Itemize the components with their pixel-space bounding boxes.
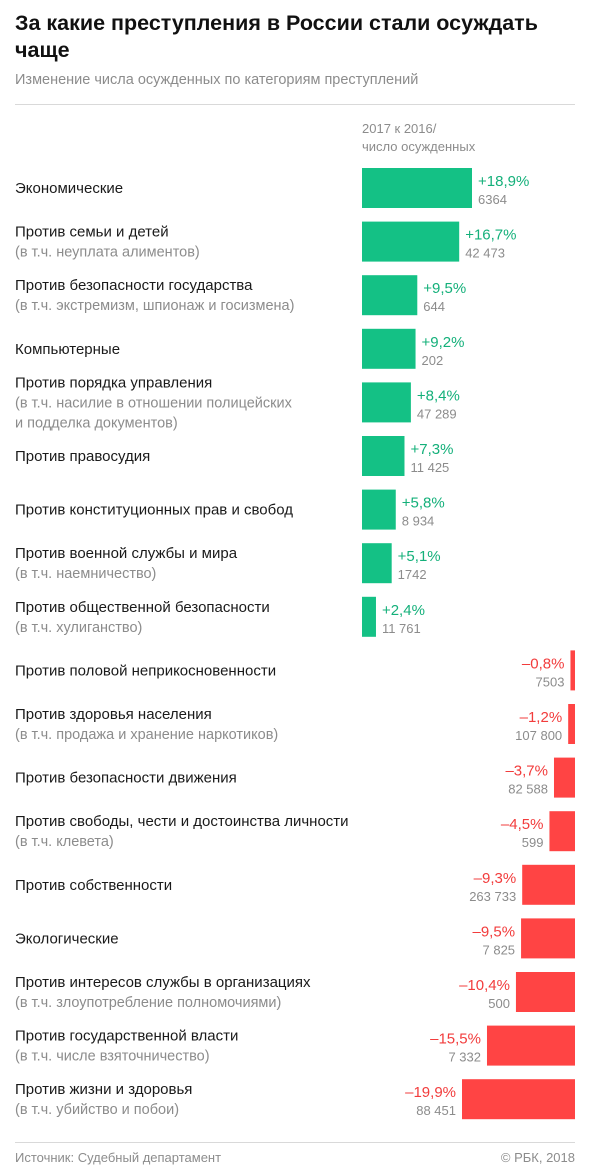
bar <box>522 864 575 905</box>
bar <box>486 1025 575 1066</box>
bar <box>553 757 575 798</box>
category-note: и подделка документов) <box>15 415 178 431</box>
bottom-divider <box>15 1142 575 1143</box>
count-label: 6364 <box>478 192 507 207</box>
bar <box>515 972 575 1012</box>
bar <box>362 275 418 316</box>
count-label: 644 <box>423 299 445 314</box>
count-label: 88 451 <box>416 1103 456 1118</box>
column-header-line2: число осужденных <box>362 139 476 154</box>
category-label: Экономические <box>15 180 123 197</box>
bar <box>362 489 396 530</box>
bar <box>362 596 376 637</box>
change-label: –10,4% <box>459 977 510 994</box>
bar <box>362 168 472 208</box>
category-label: Против конституционных прав и свобод <box>15 502 293 519</box>
change-label: –1,2% <box>520 709 563 726</box>
category-note: (в т.ч. неуплата алиментов) <box>15 245 200 261</box>
category-note: (в т.ч. убийство и побои) <box>15 1102 179 1118</box>
category-label: Против безопасности государства <box>15 277 253 294</box>
category-label: Против правосудия <box>15 448 150 465</box>
category-label: Против военной службы и мира <box>15 545 238 562</box>
change-label: +16,7% <box>465 227 516 244</box>
count-label: 42 473 <box>465 246 505 261</box>
category-label: Против половой неприкосновенности <box>15 662 276 679</box>
category-label: Против здоровья населения <box>15 706 212 723</box>
bar <box>549 811 575 852</box>
bar <box>362 436 405 476</box>
count-label: 599 <box>522 835 544 850</box>
category-note: (в т.ч. насилие в отношении полицейских <box>15 395 293 411</box>
change-label: –19,9% <box>405 1084 456 1101</box>
bar <box>362 221 460 262</box>
count-label: 7 332 <box>448 1050 481 1065</box>
change-label: +5,1% <box>398 548 441 565</box>
bar <box>568 704 575 744</box>
count-label: 263 733 <box>469 889 516 904</box>
category-note: (в т.ч. экстремизм, шпионаж и госизмена) <box>15 298 294 314</box>
count-label: 202 <box>422 353 444 368</box>
category-note: (в т.ч. злоупотребление полномочиями) <box>15 995 281 1011</box>
bar <box>362 543 392 584</box>
count-label: 7 825 <box>483 942 516 957</box>
count-label: 500 <box>488 996 510 1011</box>
source-note: Источник: Судебный департамент <box>15 1150 222 1165</box>
count-label: 11 761 <box>382 621 421 636</box>
change-label: +5,8% <box>402 495 445 512</box>
count-label: 7503 <box>536 674 565 689</box>
chart-title: За какие преступления в России стали осу… <box>15 11 538 62</box>
category-label: Против интересов службы в организациях <box>15 974 311 991</box>
category-label: Экологические <box>15 930 119 947</box>
copyright-note: © РБК, 2018 <box>500 1150 575 1165</box>
bar <box>362 382 411 423</box>
chart-subtitle: Изменение числа осужденных по категориям… <box>15 72 419 88</box>
change-label: –4,5% <box>501 816 544 833</box>
bar <box>521 918 575 959</box>
category-label: Против семьи и детей <box>15 224 169 241</box>
category-label: Против свободы, чести и достоинства личн… <box>15 813 349 830</box>
change-label: +9,2% <box>422 334 465 351</box>
count-label: 11 425 <box>410 460 449 475</box>
category-note: (в т.ч. хулиганство) <box>15 620 142 636</box>
count-label: 107 800 <box>515 728 562 743</box>
top-divider <box>15 104 575 105</box>
category-label: Компьютерные <box>15 341 120 358</box>
change-label: –9,5% <box>473 923 516 940</box>
bar <box>570 650 575 691</box>
category-label: Против государственной власти <box>15 1028 238 1045</box>
bar-chart: Экономические +18,9% 6364 Против семьи и де… <box>15 168 575 1120</box>
change-label: –9,3% <box>474 870 517 887</box>
category-label: Против порядка управления <box>15 374 212 391</box>
category-note: (в т.ч. числе взяточничество) <box>15 1049 210 1065</box>
category-label: Против общественной безопасности <box>15 599 270 616</box>
bar <box>362 328 416 369</box>
category-note: (в т.ч. продажа и хранение наркотиков) <box>15 727 278 743</box>
category-note: (в т.ч. наемничество) <box>15 566 156 582</box>
change-label: +9,5% <box>423 280 466 297</box>
change-label: –0,8% <box>522 655 565 672</box>
bar <box>462 1079 575 1120</box>
category-note: (в т.ч. клевета) <box>15 834 114 850</box>
count-label: 82 588 <box>508 782 548 797</box>
category-label: Против жизни и здоровья <box>15 1081 192 1098</box>
change-label: –3,7% <box>505 763 548 780</box>
count-label: 47 289 <box>417 406 457 421</box>
count-label: 8 934 <box>402 514 435 529</box>
change-label: –15,5% <box>430 1031 481 1048</box>
column-header-line1: 2017 к 2016/ <box>362 121 437 136</box>
change-label: +8,4% <box>417 387 460 404</box>
category-label: Против безопасности движения <box>15 770 237 787</box>
category-label: Против собственности <box>15 877 172 894</box>
change-label: +18,9% <box>478 173 529 190</box>
change-label: +7,3% <box>410 441 453 458</box>
count-label: 1742 <box>398 567 427 582</box>
change-label: +2,4% <box>382 602 425 619</box>
column-header: 2017 к 2016/ число осужденных <box>362 120 475 156</box>
